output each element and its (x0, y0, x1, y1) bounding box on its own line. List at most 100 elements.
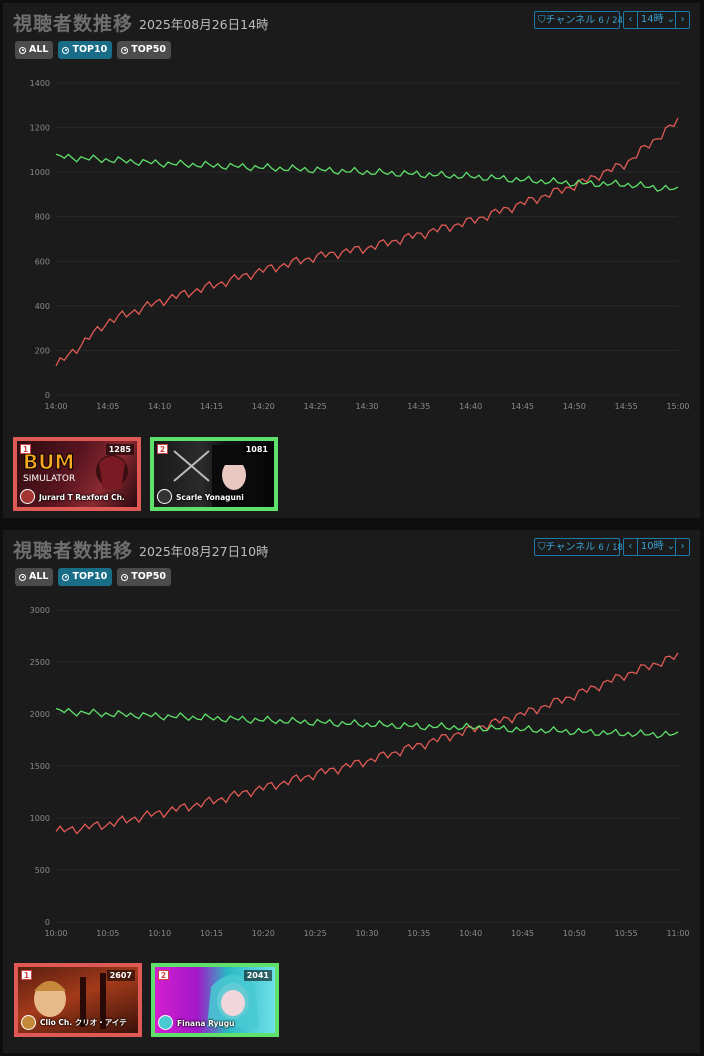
y-tick-label: 1200 (30, 124, 50, 133)
avatar (21, 1015, 36, 1030)
radio-top10[interactable]: TOP10 (58, 41, 113, 59)
avatar (20, 489, 35, 504)
radio-dot-icon (121, 573, 129, 581)
x-tick-label: 10:15 (200, 929, 223, 938)
x-tick-label: 14:55 (615, 402, 638, 411)
viewer-count: 1081 (242, 444, 271, 455)
chevron-down-icon: ⌄ (666, 541, 676, 552)
radio-top10[interactable]: TOP10 (58, 568, 113, 586)
radio-all[interactable]: ALL (15, 568, 54, 586)
y-tick-label: 1000 (30, 168, 50, 177)
radio-label: TOP10 (72, 571, 108, 582)
series-line (55, 707, 679, 739)
x-tick-label: 14:30 (355, 402, 378, 411)
channel-name: Clio Ch. クリオ・アイテ (40, 1018, 127, 1027)
channel-card[interactable]: 1 2607 Clio Ch. クリオ・アイテ (14, 963, 142, 1037)
filter-count: 6 / 24 (598, 16, 623, 26)
x-tick-label: 10:55 (615, 929, 638, 938)
avatar (157, 489, 172, 504)
panel-datetime: 2025年08月26日14時 (139, 17, 269, 32)
rank-badge: 1 (20, 444, 31, 454)
x-tick-label: 14:25 (304, 402, 327, 411)
x-tick-label: 10:25 (304, 929, 327, 938)
prev-hour-button[interactable]: ‹ (624, 539, 637, 555)
x-tick-label: 10:35 (407, 929, 430, 938)
channel-name: Jurard T Rexford Ch. (39, 493, 125, 502)
radio-label: TOP50 (131, 44, 166, 55)
hour-label: 10時 (640, 541, 664, 552)
y-tick-label: 500 (35, 866, 50, 875)
viewer-count: 2607 (106, 970, 135, 981)
y-tick-label: 3000 (30, 606, 50, 615)
viewer-line-chart: 0 500 1000 1500 2000 2500 3000 10:00 10:05 10:10 1… (30, 606, 690, 938)
thumbnail-art: BUM SIMULATOR (23, 450, 128, 489)
x-tick-label: 10:40 (459, 929, 482, 938)
channel-filter-button[interactable]: ⛉チャンネル 6 / 24 (534, 11, 623, 29)
viewer-count: 2041 (243, 970, 272, 981)
panel-title: 視聴者数推移 (13, 540, 134, 562)
next-hour-button[interactable]: › (676, 12, 689, 28)
filter-label: チャンネル (545, 15, 596, 26)
filter-icon: ⛉ (538, 542, 546, 553)
avatar (158, 1015, 173, 1030)
channel-card[interactable]: 2 1081 Scarle Yonaguni (150, 437, 278, 511)
channel-name: Finana Ryugu (177, 1019, 235, 1028)
x-tick-label: 15:00 (666, 402, 689, 411)
x-tick-label: 14:20 (252, 402, 275, 411)
chevron-right-icon: › (680, 541, 685, 552)
radio-label: TOP10 (72, 44, 108, 55)
radio-dot-icon (62, 573, 70, 581)
radio-label: ALL (29, 571, 49, 582)
rank-badge: 2 (158, 970, 169, 980)
filter-icon: ⛉ (538, 15, 546, 26)
radio-label: TOP50 (131, 571, 166, 582)
svg-text:SIMULATOR: SIMULATOR (23, 474, 75, 484)
y-tick-label: 2500 (30, 658, 50, 667)
series-line (55, 117, 679, 367)
thumbnail-art (173, 445, 256, 507)
x-tick-label: 10:45 (511, 929, 534, 938)
hour-select[interactable]: 10時 ⌄ (636, 539, 677, 555)
y-tick-label: 1000 (30, 814, 50, 823)
x-tick-label: 10:50 (563, 929, 586, 938)
thumbnail-art (34, 973, 106, 1029)
radio-dot-icon (121, 46, 129, 54)
channel-card[interactable]: 2 2041 Finana Ryugu (151, 963, 279, 1037)
x-tick-label: 14:35 (407, 402, 430, 411)
series-line (55, 153, 679, 192)
panel-title: 視聴者数推移 (13, 13, 134, 35)
x-tick-label: 14:10 (148, 402, 171, 411)
viewer-trend-panel-2: 視聴者数推移 2025年08月27日10時 ⛉チャンネル 6 / 18 ‹ 10… (3, 530, 700, 1053)
viewer-line-chart: 0 200 400 600 800 1000 1200 1400 14:00 14:05 14:10… (30, 79, 690, 411)
hour-label: 14時 (640, 14, 664, 25)
x-tick-label: 10:20 (252, 929, 275, 938)
channel-filter-button[interactable]: ⛉チャンネル 6 / 18 (534, 538, 623, 556)
radio-dot-icon (62, 46, 70, 54)
y-tick-label: 0 (45, 391, 50, 400)
y-tick-label: 2000 (30, 710, 50, 719)
x-tick-label: 10:30 (355, 929, 378, 938)
radio-top50[interactable]: TOP50 (117, 41, 171, 59)
radio-dot-icon (19, 46, 26, 54)
hour-select[interactable]: 14時 ⌄ (636, 12, 677, 28)
chevron-down-icon: ⌄ (666, 14, 676, 25)
y-tick-label: 200 (35, 346, 50, 355)
prev-hour-button[interactable]: ‹ (624, 12, 637, 28)
radio-label: ALL (29, 44, 49, 55)
viewer-trend-panel-1: 視聴者数推移 2025年08月26日14時 ⛉チャンネル 6 / 24 ‹ 14… (3, 3, 700, 518)
chevron-right-icon: › (680, 14, 685, 25)
filter-label: チャンネル (545, 542, 596, 553)
channel-name: Scarle Yonaguni (176, 493, 244, 502)
radio-top50[interactable]: TOP50 (117, 568, 171, 586)
x-tick-label: 14:05 (96, 402, 119, 411)
chevron-left-icon: ‹ (628, 14, 633, 25)
channel-card[interactable]: BUM SIMULATOR 1 1285 Jurard T Rexford Ch… (13, 437, 141, 511)
x-tick-label: 10:05 (96, 929, 119, 938)
hour-selector: ‹ 14時 ⌄ › (623, 11, 690, 29)
y-tick-label: 800 (35, 213, 50, 222)
x-tick-label: 14:50 (563, 402, 586, 411)
y-tick-label: 1500 (30, 762, 50, 771)
next-hour-button[interactable]: › (676, 539, 689, 555)
radio-all[interactable]: ALL (15, 41, 54, 59)
viewer-count: 1285 (105, 444, 134, 455)
